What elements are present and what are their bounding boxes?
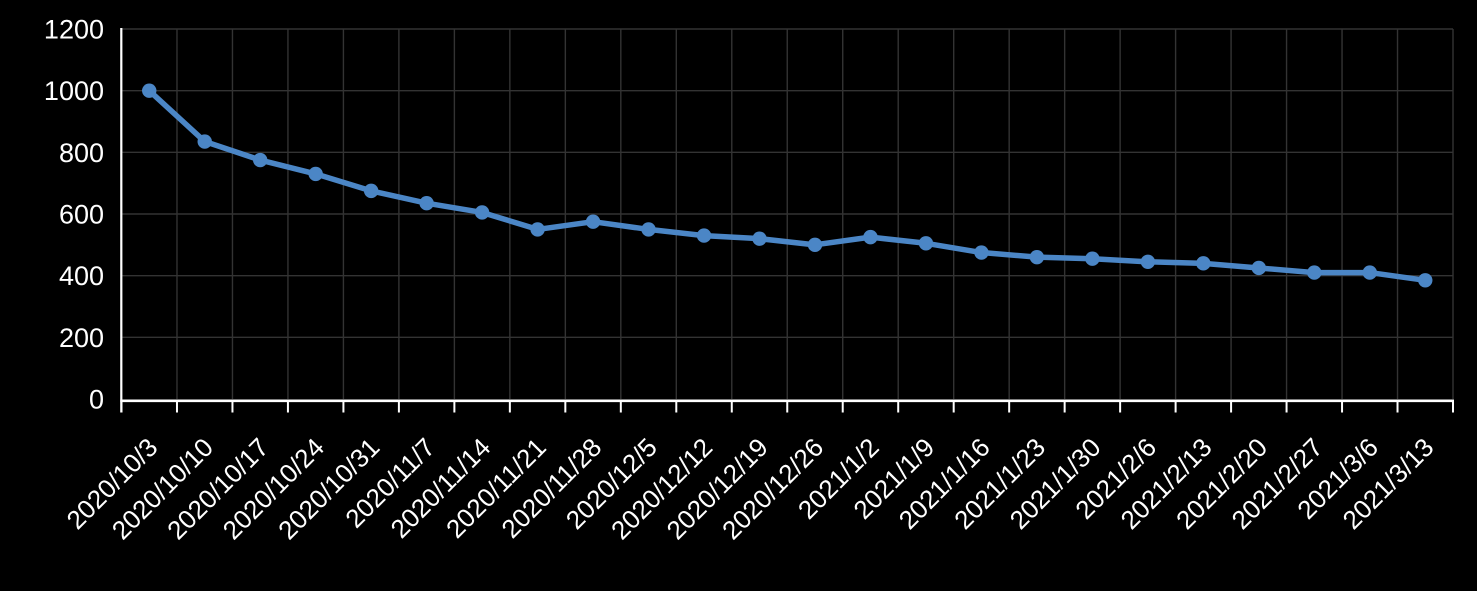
data-point-marker xyxy=(197,134,212,149)
y-axis-label: 600 xyxy=(59,200,104,230)
y-axis-label: 200 xyxy=(59,323,104,353)
data-point-marker xyxy=(1029,249,1045,265)
data-point-marker xyxy=(807,237,823,253)
y-axis-label: 800 xyxy=(59,138,104,168)
data-point-marker xyxy=(974,245,989,260)
data-point-marker xyxy=(918,236,934,251)
series-line xyxy=(146,87,1429,284)
data-point-marker xyxy=(142,83,157,98)
data-point-marker xyxy=(1362,265,1377,280)
data-point-marker xyxy=(696,228,712,243)
y-axis-label: 0 xyxy=(89,385,104,415)
data-point-marker xyxy=(363,183,379,199)
data-point-marker xyxy=(1307,265,1322,280)
data-point-marker xyxy=(1251,260,1267,276)
y-axis-label: 1200 xyxy=(44,15,104,45)
data-point-marker xyxy=(1140,254,1156,269)
data-point-marker xyxy=(641,222,656,237)
data-point-marker xyxy=(1418,273,1433,288)
data-point-marker xyxy=(530,222,545,237)
data-point-marker xyxy=(752,231,767,246)
data-point-marker xyxy=(1196,256,1211,271)
y-axis-label: 400 xyxy=(59,261,104,291)
data-point-marker xyxy=(474,205,490,220)
data-point-marker xyxy=(863,229,878,245)
y-axis-label: 1000 xyxy=(44,76,104,106)
data-point-marker xyxy=(1085,251,1100,266)
data-point-marker xyxy=(585,214,601,229)
data-point-marker xyxy=(419,196,434,211)
data-point-marker xyxy=(308,166,323,182)
data-point-marker xyxy=(252,152,268,168)
